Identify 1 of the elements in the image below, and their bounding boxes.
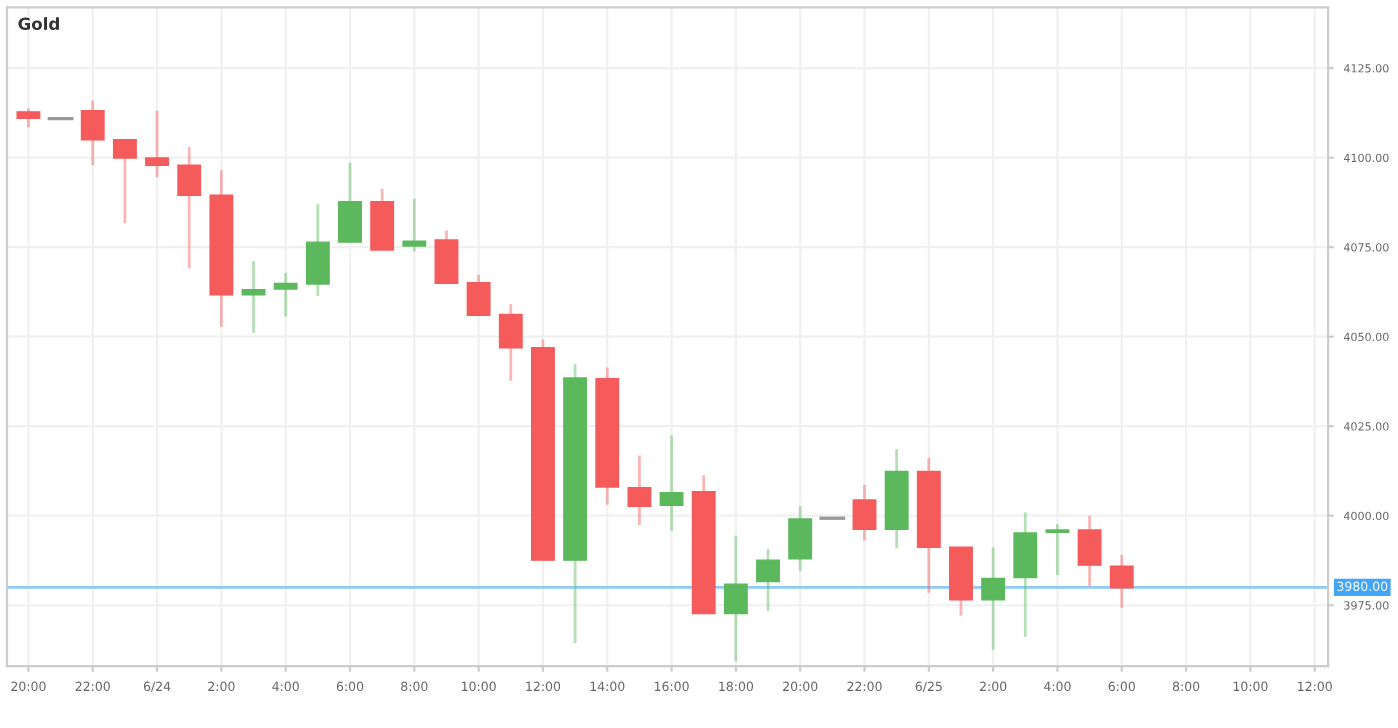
chart-title: Gold: [18, 17, 59, 31]
